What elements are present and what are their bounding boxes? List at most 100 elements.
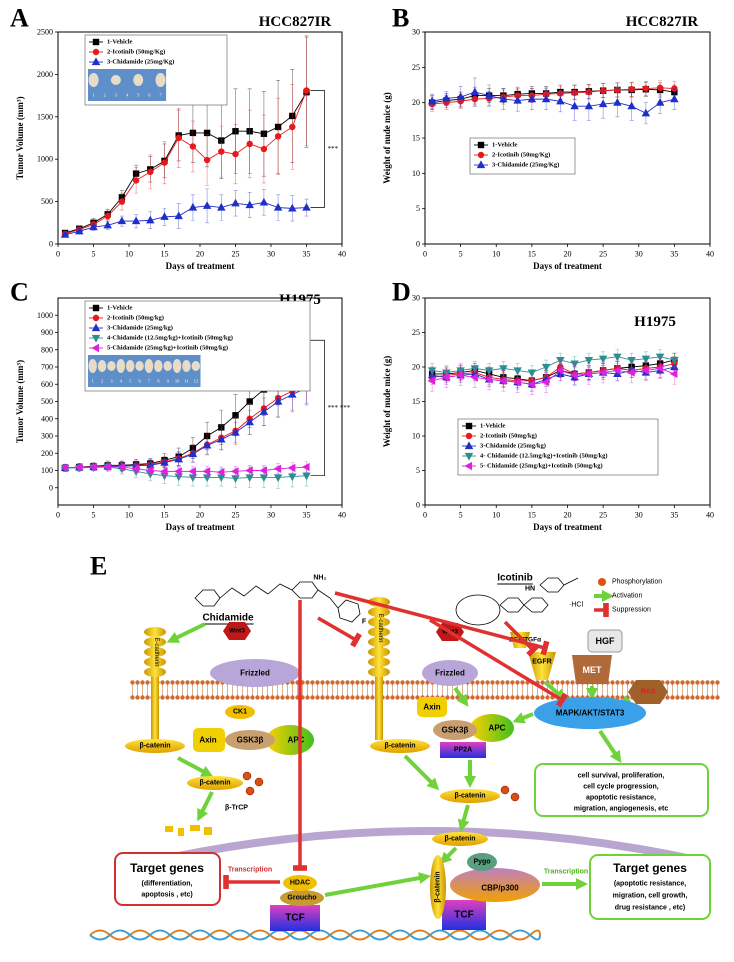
marker (160, 458, 169, 466)
marker (628, 86, 635, 93)
marker (598, 355, 608, 364)
marker (456, 92, 465, 101)
groucho (280, 890, 324, 906)
legend-label: Activation (612, 593, 642, 600)
x-tick-label: 10 (125, 511, 133, 520)
phospho-icon (598, 578, 606, 586)
legend-label: 5-Chidamide (25mg/kg)+Icotinib (50mg/kg) (107, 345, 228, 352)
hgf (587, 629, 623, 653)
x-tick-label: 15 (528, 250, 536, 259)
y-tick-label: 400 (41, 414, 53, 423)
inhibition (334, 591, 550, 656)
x-tick-label: 0 (56, 250, 60, 259)
tumor (135, 361, 144, 371)
marker (570, 371, 578, 380)
legend-label: 1-Vehicle (107, 305, 133, 312)
x-tick-label: 20 (196, 250, 204, 259)
inhibition (429, 618, 569, 708)
marker (60, 463, 69, 473)
marker (189, 143, 197, 150)
marker (499, 94, 508, 103)
tumor (163, 361, 172, 371)
label: TCF (454, 910, 473, 921)
annotation: *** (328, 145, 339, 153)
x-tick-label: 10 (125, 250, 133, 259)
e-cadherin (151, 640, 159, 740)
x-tick-label: 35 (303, 511, 311, 520)
marker (217, 474, 226, 483)
marker (259, 474, 269, 483)
marker (131, 464, 140, 473)
inset-label: 6 (148, 93, 151, 98)
marker (527, 380, 535, 389)
panel-label: D (392, 278, 411, 307)
y-axis-label: Weight of nude mice (g) (382, 92, 392, 184)
marker (188, 467, 196, 476)
label: APC (489, 724, 506, 733)
series-line (432, 367, 675, 385)
significance-bracket (310, 339, 325, 477)
marker (75, 226, 84, 235)
marker (231, 198, 240, 207)
panel-label: A (10, 4, 29, 33)
marker (259, 466, 267, 475)
marker (641, 108, 651, 117)
chart-title: HCC827IR (626, 14, 699, 30)
marker (117, 462, 125, 472)
e-cadherin-domains (144, 627, 166, 677)
drug-name: Chidamide (202, 613, 254, 624)
marker (246, 140, 253, 148)
marker (302, 202, 311, 211)
label: β-catenin (199, 780, 230, 787)
inset-label: 1 (92, 93, 94, 98)
legend-label: Phosphorylation (612, 579, 662, 586)
beta-catenin (440, 789, 500, 803)
marker (513, 95, 522, 104)
y-axis-label: Weight of nude mice (g) (382, 356, 392, 448)
significance-bracket (310, 90, 325, 208)
legend-label: 2-Icotinib (50mg/kg) (480, 433, 537, 440)
marker (91, 343, 100, 353)
marker (301, 462, 310, 472)
marker (91, 323, 101, 332)
marker (146, 215, 155, 224)
y-tick-label: 2000 (37, 70, 53, 79)
x-tick-label: 5 (92, 511, 96, 520)
label: E-cadherin (153, 637, 159, 666)
series-line (65, 380, 307, 469)
marker (641, 355, 651, 364)
x-tick-label: 0 (56, 511, 60, 520)
marker (202, 467, 211, 476)
y-tick-label: 15 (412, 397, 420, 406)
marker (92, 314, 100, 322)
marker (273, 474, 283, 483)
x-tick-label: 40 (706, 250, 714, 259)
marker (442, 93, 451, 102)
label: Transcription (544, 869, 588, 876)
gsk3b (225, 730, 275, 750)
x-tick-label: 40 (338, 511, 346, 520)
marker (92, 304, 100, 312)
arrow (197, 791, 214, 822)
marker (231, 475, 240, 483)
marker (245, 417, 254, 426)
chem-label: HN (525, 586, 535, 593)
phospho-marks (500, 785, 520, 802)
marker (202, 440, 212, 449)
x-tick-label: 40 (338, 250, 346, 259)
marker (613, 353, 622, 362)
pp2a (440, 742, 486, 758)
arrow (453, 686, 469, 707)
label: PP2A (454, 747, 472, 754)
marker (131, 216, 141, 225)
y-tick-label: 100 (41, 466, 53, 475)
marker (245, 200, 254, 209)
beta-catenin (432, 832, 488, 846)
marker (60, 230, 70, 238)
y-tick-label: 1500 (37, 112, 53, 121)
marker (160, 212, 169, 220)
tumor (125, 360, 135, 372)
y-tick-label: 0 (416, 501, 420, 510)
x-tick-label: 15 (161, 511, 169, 520)
target-genes-box (114, 852, 221, 906)
